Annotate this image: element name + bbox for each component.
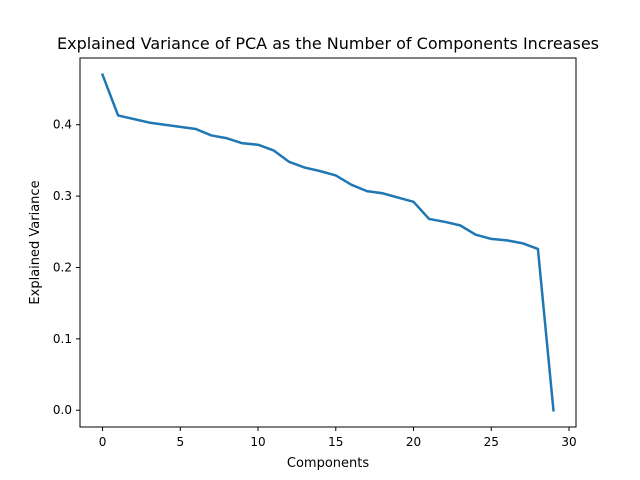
x-tick-label: 25 — [484, 435, 499, 449]
x-tick-label: 10 — [250, 435, 265, 449]
x-tick-label: 15 — [328, 435, 343, 449]
y-tick-label: 0.1 — [53, 332, 72, 346]
plot-frame — [79, 57, 577, 428]
y-axis-label: Explained Variance — [28, 180, 43, 304]
y-axis: 0.0 0.1 0.2 0.3 0.4 — [53, 118, 80, 417]
x-tick-label: 5 — [176, 435, 184, 449]
plot-area — [80, 58, 576, 427]
x-tick-label: 30 — [561, 435, 576, 449]
x-tick-label: 0 — [99, 435, 107, 449]
y-tick-label: 0.3 — [53, 189, 72, 203]
chart-title: Explained Variance of PCA as the Number … — [57, 34, 599, 53]
y-tick-label: 0.2 — [53, 260, 72, 274]
x-tick-label: 20 — [406, 435, 421, 449]
x-axis: 0 5 10 15 20 25 30 — [99, 427, 577, 449]
y-tick-label: 0.4 — [53, 118, 72, 132]
y-tick-label: 0.0 — [53, 403, 72, 417]
x-axis-label: Components — [287, 456, 369, 471]
series-line — [100, 73, 555, 412]
